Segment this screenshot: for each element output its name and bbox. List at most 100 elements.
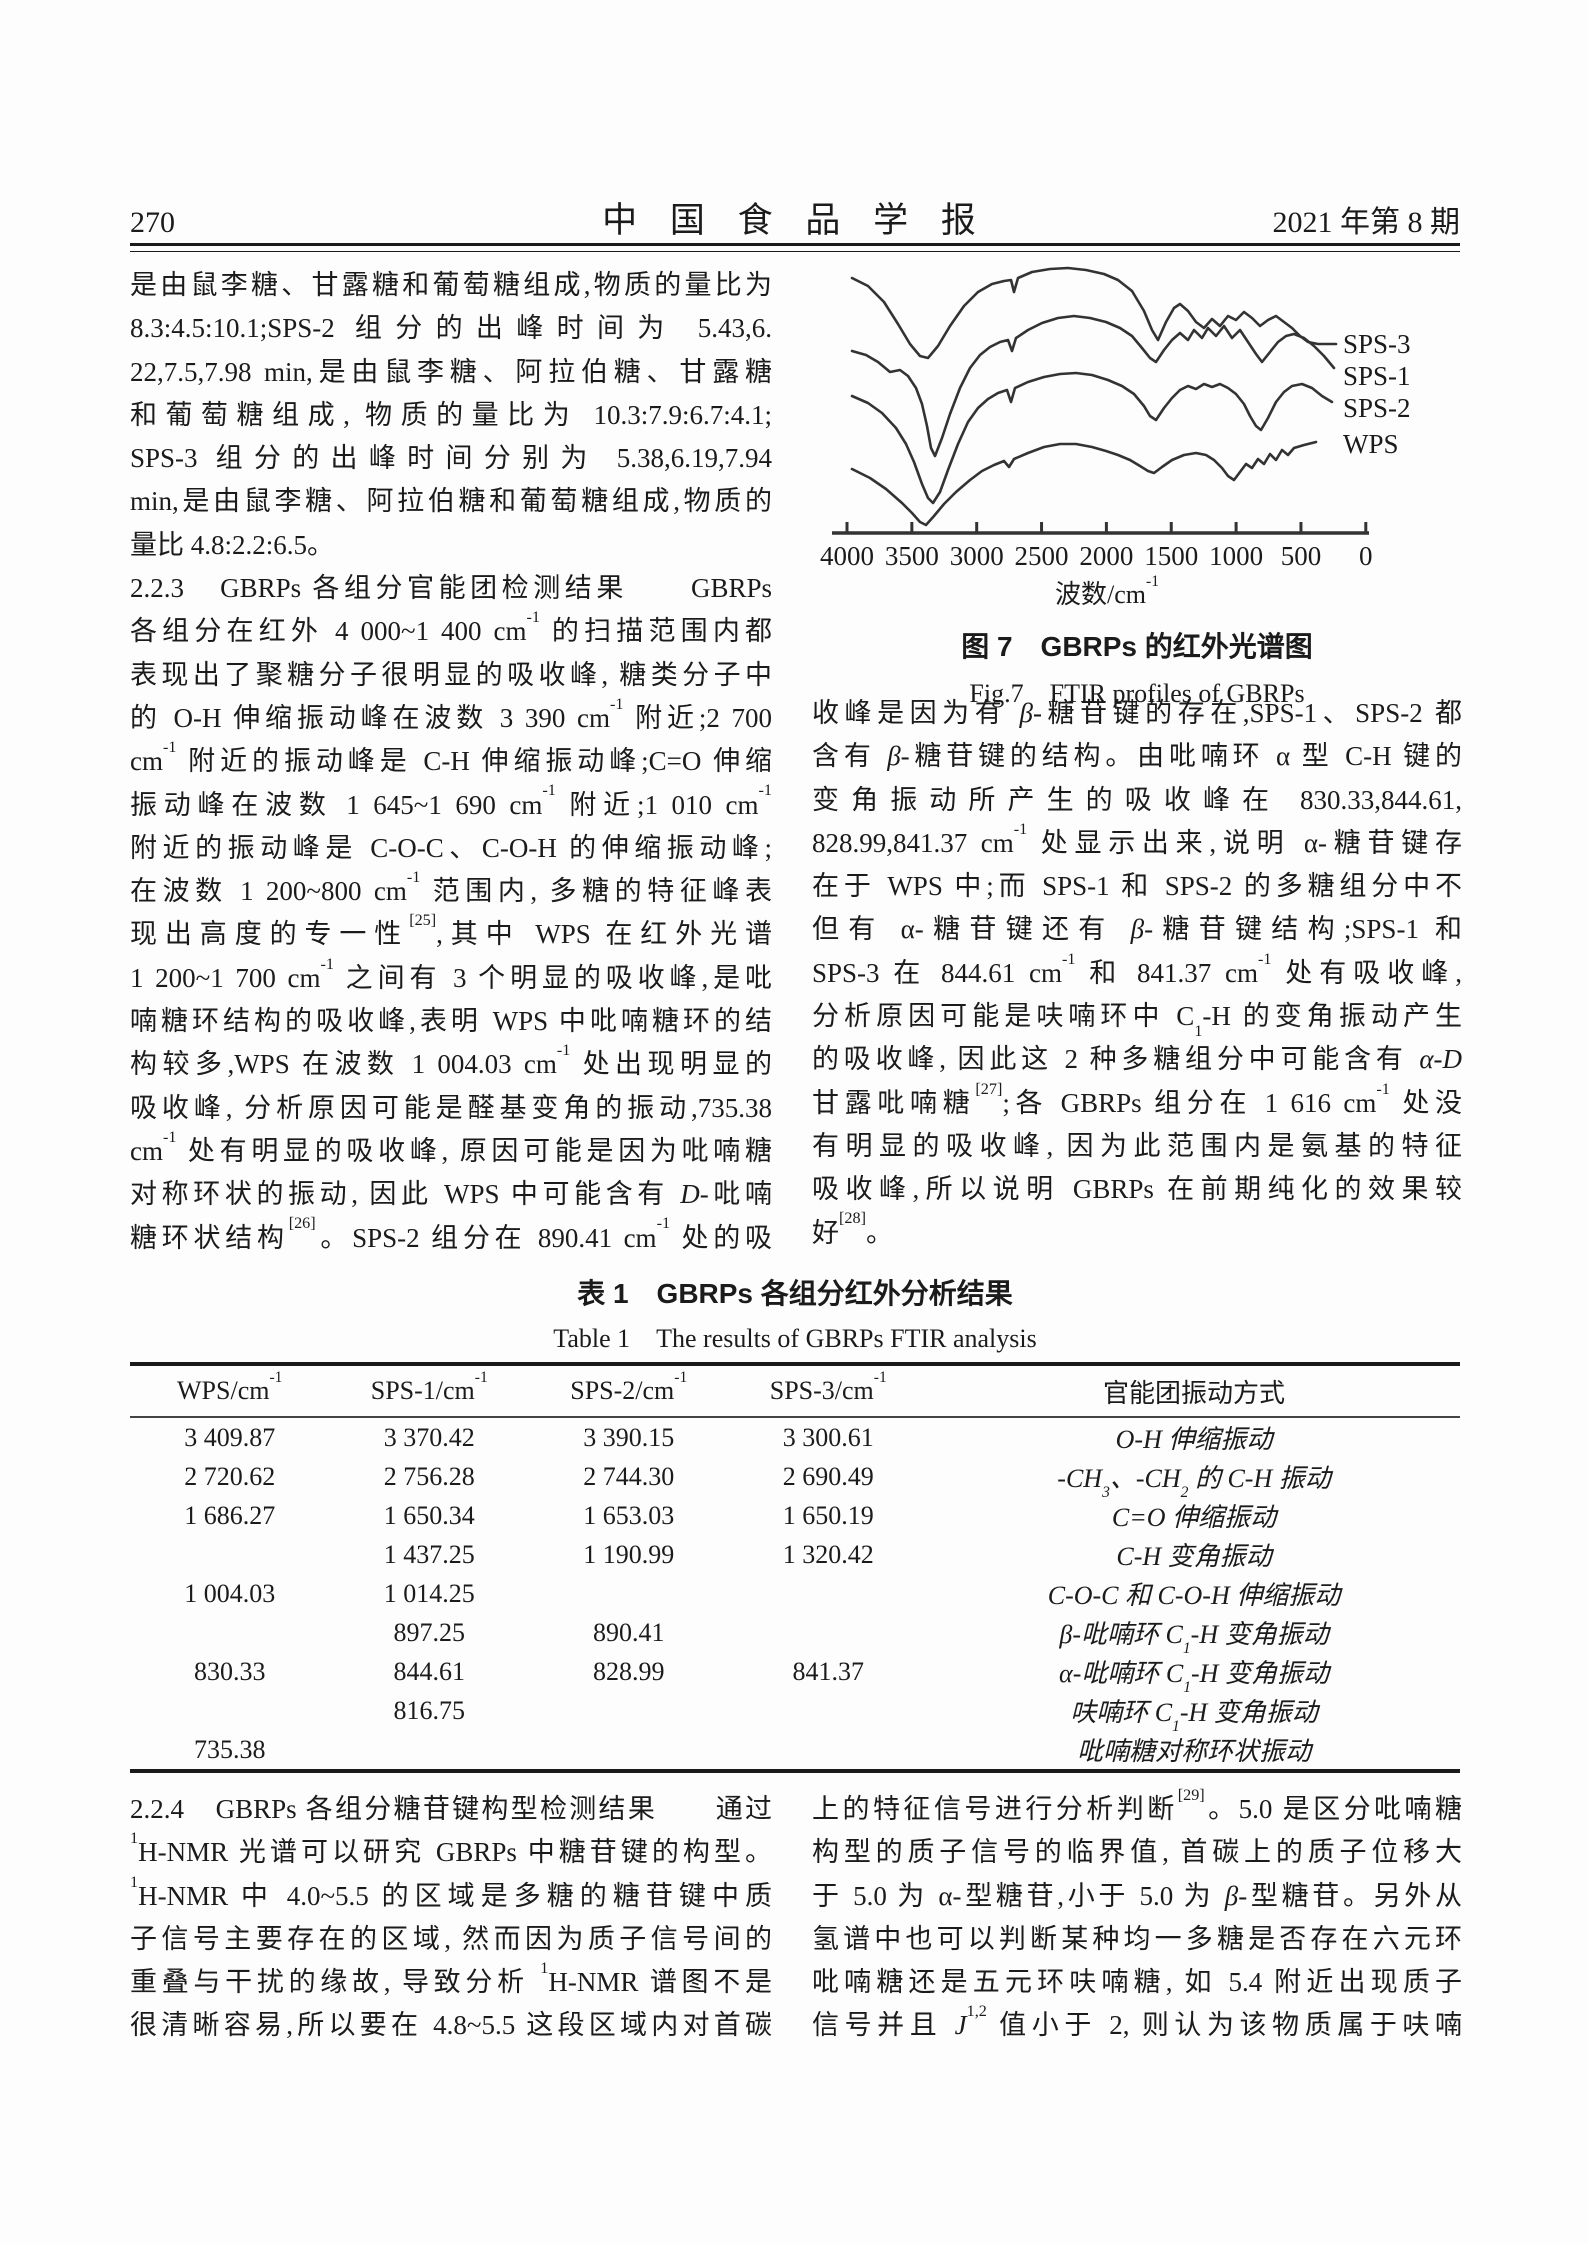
- text-line: 8.3:4.5:10.1;SPS-2 组分的出峰时间为 5.43,6.: [130, 313, 772, 344]
- text-line: 喃糖环结构的吸收峰,表明 WPS 中吡喃糖环的结: [130, 1006, 772, 1037]
- table-row: 830.33 844.61 828.99 841.37 α-吡喃环 C1-H 变角振动: [130, 1652, 1460, 1697]
- x-axis-title: 波数/cm-1: [1055, 572, 1159, 609]
- table-row: 3 409.87 3 370.42 3 390.15 3 300.61 O-H 伸缩振动: [130, 1417, 1460, 1457]
- table-row: 735.38 吡喃糖对称环状振动: [130, 1730, 1460, 1771]
- table-header-row: WPS/cm-1 SPS-1/cm-1 SPS-2/cm-1 SPS-3/cm-1 官能…: [130, 1364, 1460, 1418]
- wavenumber-cell: [529, 1730, 729, 1771]
- text-line: cm-1 附近的振动峰是 C-H 伸缩振动峰;C=O 伸缩: [130, 738, 772, 777]
- issue-label: 2021 年第 8 期: [1272, 206, 1461, 239]
- wavenumber-cell: 890.41: [593, 1617, 665, 1647]
- text-line: 在波数 1 200~800 cm-1 范围内, 多糖的特征峰表: [130, 868, 773, 907]
- text-line: 22,7.5,7.98 min,是由鼠李糖、阿拉伯糖、甘露糖: [130, 356, 772, 387]
- left-column-text: 是由鼠李糖、甘露糖和葡萄糖组成,物质的量比为 8.3:4.5:10.1;SPS-2…: [130, 264, 772, 1260]
- wavenumber-cell: [130, 1613, 330, 1652]
- wavenumber-cell: 1 190.99: [583, 1539, 675, 1569]
- x-tick-label: 1500: [1144, 541, 1198, 571]
- text-line: 是由鼠李糖、甘露糖和葡萄糖组成,物质的量比为: [130, 270, 772, 300]
- text-line: 表现出了聚糖分子很明显的吸收峰, 糖类分子中: [130, 659, 772, 690]
- figure-caption-en: Fig.7 FTIR profiles of GBRPs: [969, 679, 1305, 708]
- functional-group-cell: C-H 变角振动: [1116, 1542, 1272, 1571]
- wavenumber-cell: [130, 1691, 330, 1730]
- text-line: 但有 α-糖苷键还有 β-糖苷键结构;SPS-1 和: [812, 914, 1462, 945]
- functional-group-cell: 吡喃糖对称环状振动: [1076, 1737, 1311, 1766]
- functional-group-cell: β-吡喃环 C1-H 变角振动: [1059, 1620, 1329, 1658]
- text-line: 构较多,WPS 在波数 1 004.03 cm-1 处出现明显的: [130, 1041, 772, 1080]
- text-line: 的吸收峰, 因此这 2 种多糖组分中可能含有 α-D: [812, 1044, 1462, 1075]
- x-tick-label: 500: [1281, 541, 1322, 571]
- wavenumber-cell: 735.38: [194, 1734, 266, 1764]
- text-line: 吸收峰,所以说明 GBRPs 在前期纯化的效果较: [812, 1174, 1462, 1205]
- x-tick-label: 1000: [1209, 541, 1263, 571]
- wavenumber-cell: 1 014.25: [383, 1578, 475, 1608]
- text-line: 于 5.0 为 α-型糖苷,小于 5.0 为 β-型糖苷。另外从: [812, 1880, 1462, 1911]
- wavenumber-cell: 1 686.27: [184, 1500, 276, 1530]
- text-line: 附近的振动峰是 C-O-C、C-O-H 的伸缩振动峰;: [130, 832, 772, 863]
- text-line: SPS-3 在 844.61 cm-1 和 841.37 cm-1 处有吸收峰,: [812, 949, 1462, 988]
- header-rule: [130, 243, 1460, 252]
- x-tick-label: 0: [1359, 541, 1373, 571]
- text-line: 1H-NMR 光谱可以研究 GBRPs 中糖苷键的构型。: [130, 1829, 772, 1868]
- wavenumber-cell: 1 004.03: [184, 1578, 276, 1608]
- functional-group-cell: O-H 伸缩振动: [1115, 1425, 1273, 1454]
- text-line: 重叠与干扰的缘故, 导致分析 1H-NMR 谱图不是: [130, 1959, 772, 1998]
- figure-7: 4000 3500 3000 2500 2000 1500 1000 500 0 SPS-3 S…: [812, 256, 1462, 710]
- wavenumber-cell: 2 756.28: [383, 1461, 475, 1491]
- functional-group-cell: C-O-C 和 C-O-H 伸缩振动: [1047, 1581, 1341, 1610]
- x-tick-label: 2000: [1079, 541, 1133, 571]
- column-header: SPS-3/cm-1: [728, 1364, 928, 1418]
- text-line: 2.2.4 GBRPs 各组分糖苷键构型检测结果 通过: [130, 1794, 772, 1824]
- text-line: 含有 β-糖苷键的结构。由吡喃环 α 型 C-H 键的: [812, 741, 1462, 772]
- text-line: 828.99,841.37 cm-1 处显示出来,说明 α-糖苷键存: [812, 819, 1462, 858]
- table-row: 816.75 呋喃环 C1-H 变角振动: [130, 1691, 1460, 1736]
- text-line: 分析原因可能是呋喃环中 C1-H 的变角振动产生: [812, 1001, 1462, 1040]
- text-line: 和葡萄糖组成, 物质的量比为 10.3:7.9:6.7:4.1;: [130, 399, 772, 430]
- wavenumber-cell: 2 690.49: [782, 1461, 874, 1491]
- right-column-text: 收峰是因为有 β-糖苷键的存在,SPS-1、SPS-2 都含有 β-糖苷键的结构…: [812, 692, 1462, 1255]
- text-line: 子信号主要存在的区域, 然而因为质子信号间的: [130, 1923, 772, 1954]
- text-line: cm-1 处有明显的吸收峰, 原因可能是因为吡喃糖: [130, 1127, 772, 1166]
- wavenumber-cell: 828.99: [593, 1656, 665, 1686]
- page-number: 270: [130, 206, 175, 239]
- text-line: min,是由鼠李糖、阿拉伯糖和葡萄糖组成,物质的: [130, 486, 772, 517]
- wavenumber-cell: 1 653.03: [583, 1500, 675, 1530]
- wavenumber-cell: [729, 1574, 929, 1613]
- text-line: 吡喃糖还是五元环呋喃糖, 如 5.4 附近出现质子: [812, 1967, 1462, 1998]
- text-line: 量比 4.8:2.2:6.5。: [130, 529, 335, 560]
- functional-group-cell: -CH3、-CH2 的 C-H 振动: [1057, 1464, 1331, 1502]
- x-tick-label: 3000: [950, 541, 1004, 571]
- x-tick-label: 4000: [820, 541, 874, 571]
- spectra-curves: [850, 266, 1338, 527]
- text-line: 对称环状的振动, 因此 WPS 中可能含有 D-吡喃: [130, 1179, 772, 1210]
- functional-group-cell: 呋喃环 C1-H 变角振动: [1070, 1698, 1318, 1736]
- ftir-chart: 4000 3500 3000 2500 2000 1500 1000 500 0 SPS-3 S…: [820, 266, 1411, 571]
- page-header: 270 中 国 食 品 学 报 2021 年第 8 期: [130, 192, 1460, 243]
- table-row: 1 437.25 1 190.99 1 320.42 C-H 变角振动: [130, 1535, 1460, 1574]
- series-label-sps1: SPS-1: [1343, 361, 1411, 391]
- table-title-zh: 表 1 GBRPs 各组分红外分析结果: [577, 1278, 1013, 1309]
- x-tick-label: 2500: [1015, 541, 1069, 571]
- functional-group-cell: C=O 伸缩振动: [1111, 1503, 1277, 1532]
- table-row: 2 720.62 2 756.28 2 744.30 2 690.49 -CH3、-CH…: [130, 1457, 1460, 1502]
- wavenumber-cell: 3 409.87: [184, 1422, 276, 1452]
- text-line: 构型的质子信号的临界值, 首碳上的质子位移大: [812, 1837, 1462, 1868]
- column-header: 官能团振动方式: [928, 1364, 1460, 1418]
- wavenumber-cell: [529, 1691, 729, 1730]
- text-line: 收峰是因为有 β-糖苷键的存在,SPS-1、SPS-2 都: [812, 698, 1462, 728]
- text-line: 变角振动所产生的吸收峰在 830.33,844.61,: [812, 784, 1462, 815]
- text-line: 振动峰在波数 1 645~1 690 cm-1 附近;1 010 cm-1: [130, 781, 772, 820]
- wavenumber-cell: 830.33: [194, 1656, 266, 1686]
- functional-group-cell: α-吡喃环 C1-H 变角振动: [1059, 1659, 1329, 1697]
- spectrum-curve-wps: [850, 440, 1318, 527]
- wavenumber-cell: [729, 1730, 929, 1771]
- ftir-results-table: WPS/cm-1 SPS-1/cm-1 SPS-2/cm-1 SPS-3/cm-1 官能…: [130, 1362, 1460, 1773]
- column-header: SPS-2/cm-1: [529, 1364, 729, 1418]
- text-line: 吸收峰, 分析原因可能是醛基变角的振动,735.38: [130, 1092, 772, 1123]
- column-header: WPS/cm-1: [130, 1364, 330, 1418]
- spectrum-curve-sps-1: [850, 314, 1336, 458]
- wavenumber-cell: [529, 1574, 729, 1613]
- text-line: 现出高度的专一性[25],其中 WPS 在红外光谱: [130, 911, 772, 950]
- table-row: 1 686.27 1 650.34 1 653.03 1 650.19 C=O 伸缩振动: [130, 1496, 1460, 1535]
- wavenumber-cell: 1 650.34: [383, 1500, 475, 1530]
- section-224-left-text: 2.2.4 GBRPs 各组分糖苷键构型检测结果 通过 1H-NMR 光谱可以研究…: [130, 1788, 772, 2048]
